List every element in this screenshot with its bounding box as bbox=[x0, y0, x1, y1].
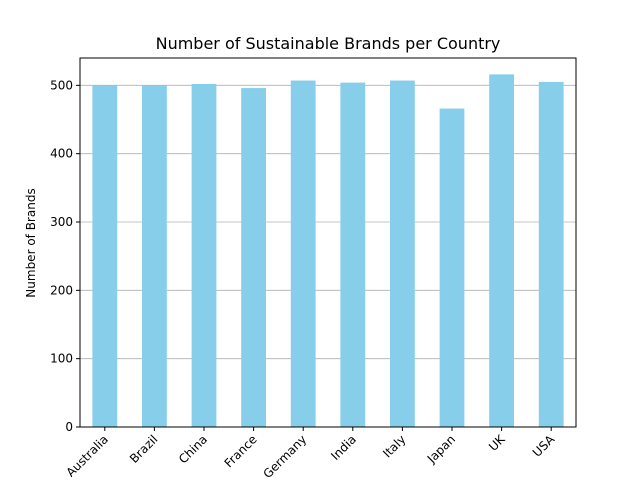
y-axis-label: Number of Brands bbox=[24, 188, 38, 297]
y-axis-ticks: 0 100 200 300 400 500 bbox=[50, 78, 80, 434]
y-tick-label: 400 bbox=[50, 147, 73, 161]
bar-france bbox=[241, 88, 266, 428]
x-axis-ticks: Australia Brazil China France Germany India It… bbox=[63, 427, 558, 480]
x-tick-label: Japan bbox=[424, 432, 458, 466]
x-tick-label: India bbox=[328, 432, 359, 463]
plot-frame bbox=[79, 57, 577, 428]
y-tick-label: 100 bbox=[50, 352, 73, 366]
x-tick-label: China bbox=[176, 432, 210, 466]
bar-india bbox=[340, 82, 366, 427]
bar-australia bbox=[92, 85, 118, 427]
y-tick-label: 500 bbox=[50, 78, 73, 92]
bar-germany bbox=[290, 80, 316, 428]
bar-italy bbox=[390, 80, 415, 428]
y-tick-label: 0 bbox=[65, 420, 73, 434]
y-tick-label: 200 bbox=[50, 283, 73, 297]
bar-brazil bbox=[142, 85, 167, 427]
x-tick-label: Brazil bbox=[127, 432, 161, 466]
x-tick-label: Australia bbox=[63, 432, 110, 479]
bar-usa bbox=[538, 81, 564, 428]
chart-title: Number of Sustainable Brands per Country bbox=[156, 34, 501, 53]
x-tick-label: Italy bbox=[380, 432, 408, 460]
bar-uk bbox=[489, 74, 514, 428]
x-tick-label: USA bbox=[530, 432, 558, 460]
x-tick-label: France bbox=[222, 432, 260, 470]
x-tick-label: Germany bbox=[260, 432, 309, 480]
x-tick-label: UK bbox=[486, 431, 508, 453]
bars bbox=[92, 74, 564, 428]
y-tick-label: 300 bbox=[50, 215, 73, 229]
bar-china bbox=[191, 83, 217, 427]
bar-japan bbox=[439, 108, 465, 428]
